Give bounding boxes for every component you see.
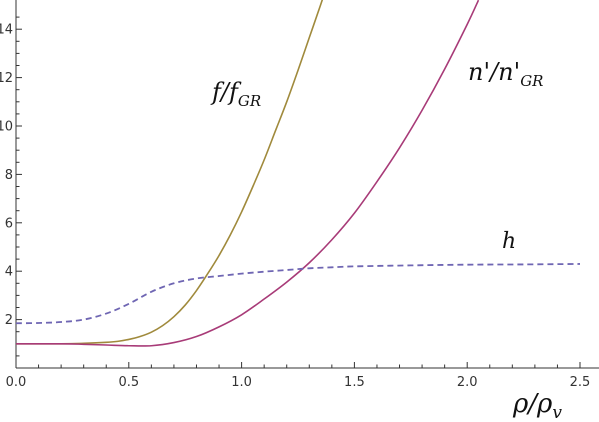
series-line-n — [16, 0, 480, 347]
y-tick-label: 10 — [0, 120, 13, 135]
series-label-h: h — [502, 229, 516, 254]
x-tick-label: 1.0 — [231, 375, 252, 390]
series-label-f: f/fGR — [210, 78, 261, 110]
series-line-f — [16, 0, 324, 345]
x-tick-label: 0.0 — [6, 375, 27, 390]
curve-labels: f/fGR n'/n'GR h — [210, 58, 543, 254]
series-label-h-main: h — [502, 229, 516, 254]
series-label-n-main: n'/n' — [468, 58, 520, 86]
x-axis-title-sub: v — [552, 403, 562, 422]
y-tick-label: 12 — [0, 71, 13, 86]
y-tick-label: 6 — [5, 216, 13, 231]
x-ticks: 0.0 0.5 1.0 1.5 2.0 2.5 — [6, 362, 591, 390]
x-tick-label: 2.5 — [570, 375, 591, 390]
x-axis-title: ρ/ρv — [512, 389, 562, 422]
x-tick-label: 2.0 — [457, 375, 478, 390]
axes: 0.0 0.5 1.0 1.5 2.0 2.5 2 4 6 8 10 12 14 — [0, 0, 599, 390]
curves — [16, 0, 581, 347]
y-tick-label: 4 — [5, 265, 13, 280]
y-tick-label: 14 — [0, 23, 13, 38]
series-label-f-sub: GR — [238, 92, 261, 110]
y-tick-label: 8 — [5, 168, 13, 183]
x-axis-title-main: ρ/ρ — [512, 389, 553, 419]
y-ticks: 2 4 6 8 10 12 14 — [0, 16, 22, 357]
series-label-n-sub: GR — [520, 72, 543, 90]
series-line-h — [16, 263, 581, 325]
y-tick-label: 2 — [5, 313, 13, 328]
x-tick-label: 1.5 — [344, 375, 365, 390]
series-label-f-main: f/f — [210, 78, 242, 106]
series-label-n: n'/n'GR — [468, 58, 543, 90]
x-tick-label: 0.5 — [118, 375, 139, 390]
